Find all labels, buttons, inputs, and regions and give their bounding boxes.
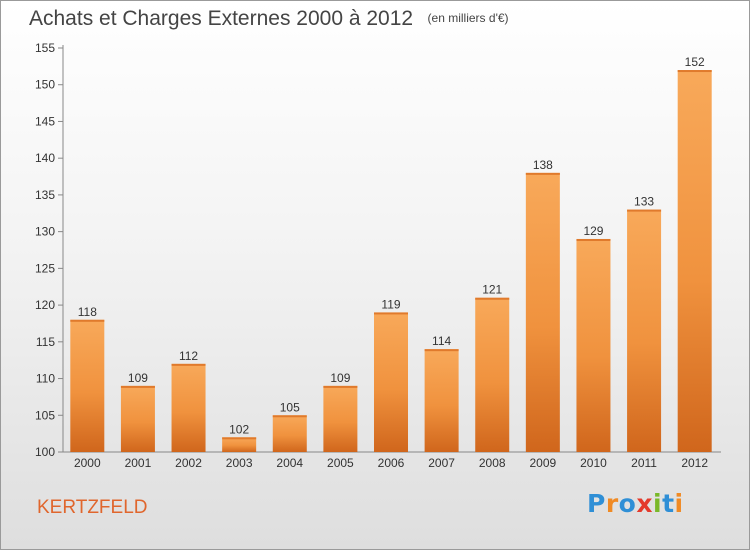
chart-unit-subtitle: (en milliers d'€) [427,11,509,25]
bar [323,385,358,452]
y-tick-label: 140 [35,151,55,165]
logo-letter: i [653,489,663,518]
bar-top-edge [424,349,459,352]
bar-top-edge [525,172,560,175]
bar [120,385,155,452]
y-tick-label: 105 [35,408,55,422]
bar [70,319,105,452]
bar-top-edge [171,363,206,366]
bar-top-edge [120,385,155,388]
proxiti-logo[interactable]: Proxiti [587,489,684,518]
bar-top-edge [576,238,611,241]
bar-value-label: 133 [634,195,654,209]
bar [525,172,560,452]
logo-letter: i [674,489,684,518]
y-tick-label: 135 [35,188,55,202]
x-tick-label: 2000 [74,456,101,470]
bar [272,415,307,452]
bar-top-edge [222,437,257,440]
logo-letter: P [587,489,606,518]
y-tick-label: 120 [35,298,55,312]
bar-top-edge [374,312,408,315]
bar [576,238,611,452]
bar-top-edge [475,297,510,300]
x-tick-label: 2001 [125,456,152,470]
y-tick-label: 150 [35,78,55,92]
bar-value-label: 105 [280,400,300,414]
y-tick-label: 125 [35,261,55,275]
x-tick-label: 2006 [378,456,405,470]
x-tick-label: 2010 [580,456,607,470]
bar [424,349,459,452]
y-tick-label: 100 [35,445,55,459]
x-tick-label: 2004 [276,456,303,470]
x-tick-label: 2005 [327,456,354,470]
bar [171,363,206,452]
x-tick-label: 2003 [226,456,253,470]
x-tick-label: 2007 [428,456,455,470]
logo-letter: t [662,489,675,518]
bar-value-label: 112 [179,349,198,363]
place-name: KERTZFELD [37,497,148,518]
bar-value-label: 114 [432,334,451,348]
logo-letter: x [636,489,653,518]
y-tick-label: 155 [35,41,55,55]
bar-value-label: 109 [128,371,148,385]
bar [677,70,712,452]
bar-top-edge [677,70,712,73]
logo-letter: r [605,489,619,518]
chart-title-block: Achats et Charges Externes 2000 à 2012 (… [29,7,509,31]
x-tick-label: 2008 [479,456,506,470]
x-tick-label: 2009 [529,456,556,470]
bar-value-label: 138 [533,158,553,172]
x-tick-label: 2011 [631,456,657,470]
bar-value-label: 129 [583,224,603,238]
bar-value-label: 119 [381,297,400,311]
logo-letter: o [618,489,637,518]
bar [374,312,408,452]
chart-title: Achats et Charges Externes 2000 à 2012 [29,7,414,30]
y-tick-label: 115 [36,335,55,349]
y-tick-label: 130 [35,225,55,239]
bar-value-label: 102 [229,422,249,436]
bar [222,437,257,452]
y-tick-label: 110 [36,372,55,386]
bar-top-edge [627,209,662,212]
bar-top-edge [272,415,307,418]
bar-top-edge [323,385,358,388]
x-tick-label: 2012 [681,456,708,470]
y-tick-label: 145 [35,114,55,128]
bar [627,209,662,452]
bar [475,297,510,452]
x-tick-label: 2002 [175,456,202,470]
bar-value-label: 118 [78,305,97,319]
bar-top-edge [70,319,105,322]
bar-value-label: 152 [685,55,705,69]
bar-value-label: 121 [482,283,502,297]
bar-value-label: 109 [330,371,350,385]
